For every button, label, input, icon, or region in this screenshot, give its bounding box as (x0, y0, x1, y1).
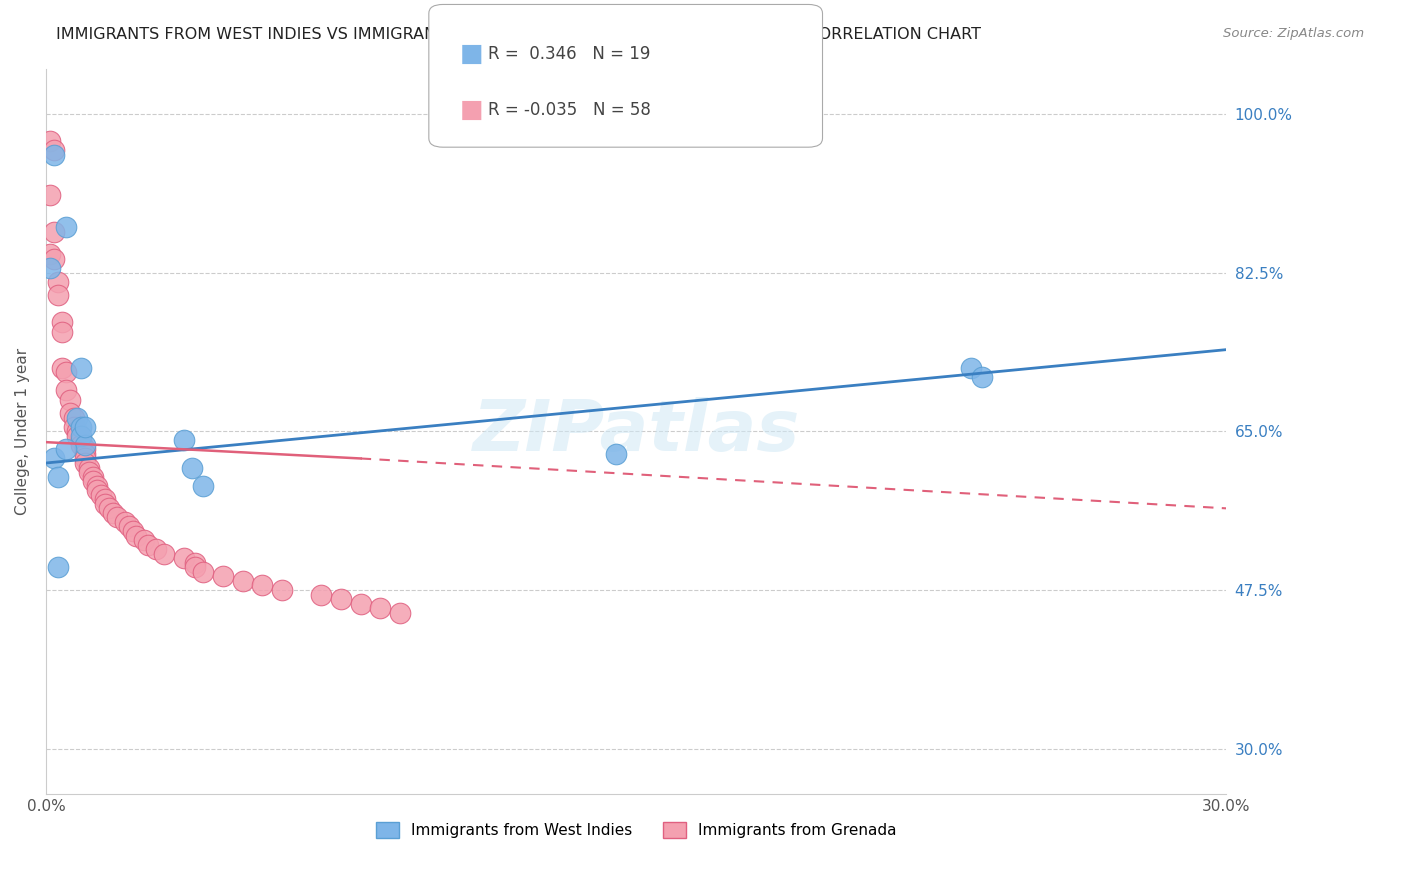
Point (46, 469, 69, 483)
Y-axis label: College, Under 1 year: College, Under 1 year (15, 348, 30, 515)
Text: ■: ■ (460, 98, 484, 121)
Point (77, 465, 100, 479)
Point (38, 247, 60, 261)
Text: R = -0.035   N = 58: R = -0.035 N = 58 (488, 101, 651, 119)
Point (70, 419, 93, 434)
Point (212, 569, 235, 583)
Point (105, 510, 128, 524)
Point (193, 565, 215, 579)
Point (75, 419, 97, 434)
Point (136, 538, 159, 552)
Point (370, 601, 392, 615)
Point (66, 424, 89, 438)
Point (121, 524, 143, 538)
Text: R =  0.346   N = 19: R = 0.346 N = 19 (488, 45, 650, 62)
Point (62, 410, 84, 425)
Point (86, 478, 108, 492)
Point (38, 134, 60, 148)
Point (46, 275, 69, 289)
Point (232, 574, 254, 588)
Point (972, 369, 994, 384)
Point (55, 384, 77, 398)
Text: ■: ■ (460, 42, 484, 65)
Point (42, 451, 65, 466)
Point (66, 429, 89, 443)
Point (58, 392, 80, 407)
Point (58, 406, 80, 420)
Point (94, 492, 117, 507)
Point (184, 556, 207, 570)
Point (38, 188, 60, 202)
Point (51, 325, 73, 339)
Point (38, 260, 60, 275)
Point (173, 434, 195, 448)
Point (82, 474, 104, 488)
Text: IMMIGRANTS FROM WEST INDIES VS IMMIGRANTS FROM GRENADA COLLEGE, UNDER 1 YEAR COR: IMMIGRANTS FROM WEST INDIES VS IMMIGRANT… (56, 27, 981, 42)
Point (193, 478, 215, 492)
Point (75, 456, 97, 470)
Point (153, 547, 176, 561)
Point (101, 506, 124, 520)
Point (86, 483, 108, 498)
Point (252, 578, 274, 592)
Text: Source: ZipAtlas.com: Source: ZipAtlas.com (1223, 27, 1364, 40)
Point (173, 551, 195, 566)
Point (55, 442, 77, 457)
Point (134, 533, 156, 547)
Point (70, 360, 93, 375)
Point (70, 429, 93, 443)
Point (77, 460, 100, 475)
Point (117, 519, 139, 533)
Point (271, 582, 294, 597)
Point (70, 438, 93, 452)
Point (62, 419, 84, 434)
Point (82, 469, 104, 483)
Point (46, 560, 69, 574)
Point (55, 365, 77, 379)
Point (51, 315, 73, 329)
Point (70, 434, 93, 448)
Point (75, 451, 97, 466)
Point (75, 447, 97, 461)
Point (389, 606, 412, 620)
Point (97, 501, 120, 516)
Point (42, 225, 65, 239)
Point (51, 360, 73, 375)
Point (311, 587, 333, 601)
Point (145, 542, 167, 557)
Point (66, 410, 89, 425)
Point (46, 288, 69, 302)
Point (42, 252, 65, 266)
Point (184, 560, 207, 574)
Point (125, 528, 148, 542)
Point (350, 597, 373, 611)
Point (55, 220, 77, 235)
Legend: Immigrants from West Indies, Immigrants from Grenada: Immigrants from West Indies, Immigrants … (370, 816, 903, 845)
Point (605, 447, 627, 461)
Point (94, 497, 117, 511)
Point (42, 147, 65, 161)
Point (180, 460, 202, 475)
Point (75, 442, 97, 457)
Text: ZIPatlas: ZIPatlas (472, 397, 800, 466)
Point (42, 143, 65, 157)
Point (75, 438, 97, 452)
Point (114, 515, 136, 529)
Point (90, 488, 112, 502)
Point (330, 592, 353, 607)
Point (959, 360, 981, 375)
